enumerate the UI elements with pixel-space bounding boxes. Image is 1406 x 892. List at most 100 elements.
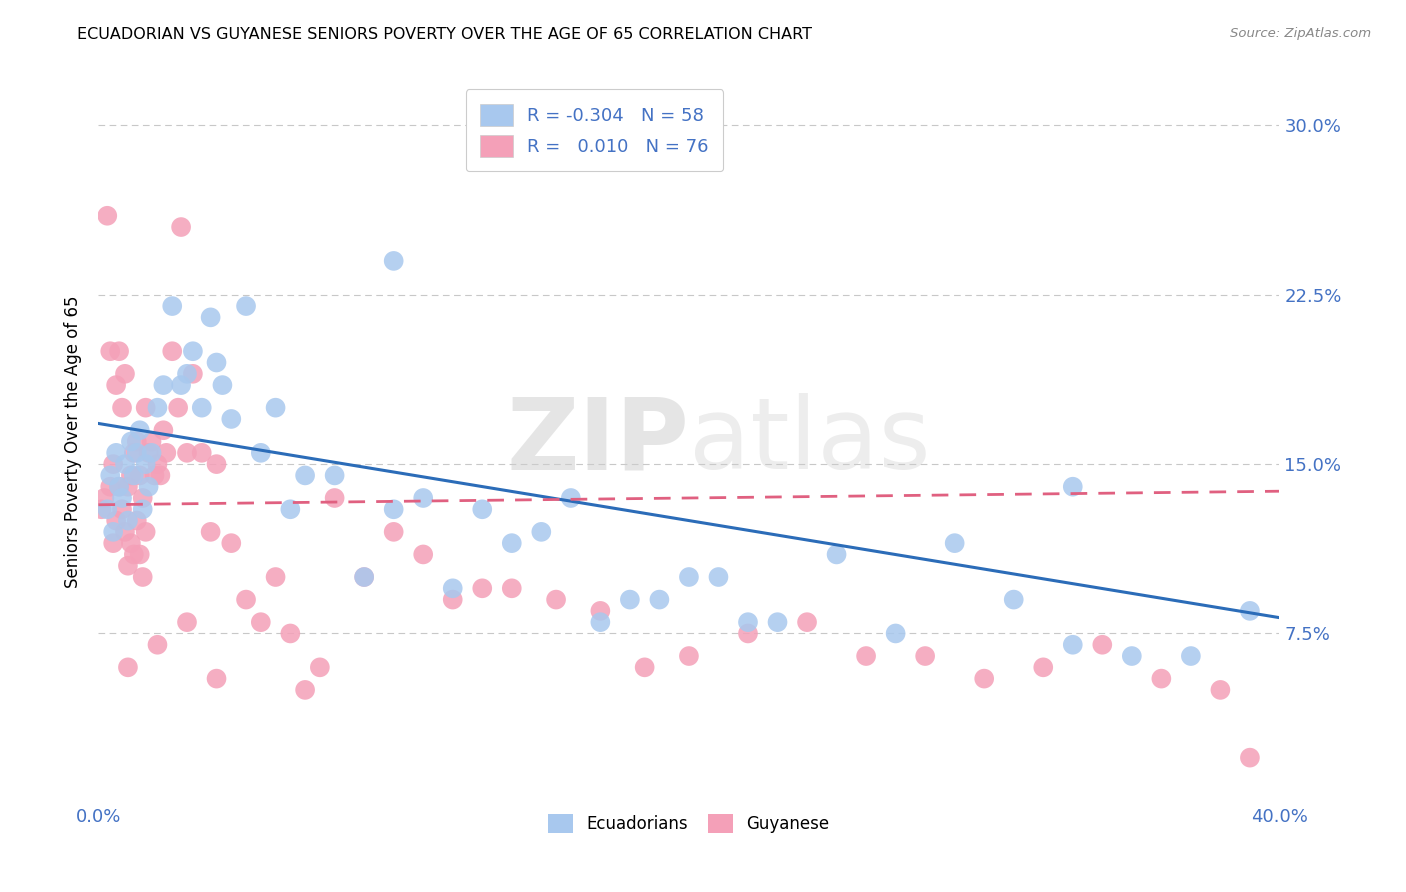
Point [914,648,936,663]
Point [152,423,174,437]
Point [546,592,568,607]
Point [128,468,150,483]
Point [200,524,222,539]
Point [211,378,233,392]
Point [200,310,222,325]
Point [111,491,134,505]
Point [796,615,818,630]
Point [1121,648,1143,663]
Point [264,570,287,584]
Point [108,480,131,494]
Point [235,592,257,607]
Point [501,582,523,596]
Point [93,491,115,505]
Point [943,536,966,550]
Point [191,446,214,460]
Point [135,457,157,471]
Point [205,672,228,686]
Point [1062,480,1084,494]
Point [501,536,523,550]
Point [678,570,700,584]
Point [191,401,214,415]
Point [1032,660,1054,674]
Point [323,491,346,505]
Point [103,536,125,550]
Point [382,502,405,516]
Point [382,253,405,268]
Point [114,457,136,471]
Point [125,434,148,449]
Point [1239,604,1261,618]
Point [530,524,553,539]
Point [441,592,464,607]
Point [132,502,155,516]
Point [353,570,375,584]
Point [737,615,759,630]
Point [167,401,190,415]
Point [103,524,125,539]
Point [117,660,139,674]
Point [678,648,700,663]
Point [162,299,183,313]
Point [235,299,257,313]
Point [135,401,157,415]
Point [589,615,612,630]
Point [132,491,155,505]
Point [105,514,128,528]
Point [412,491,434,505]
Point [884,626,907,640]
Point [128,423,150,437]
Point [181,367,204,381]
Point [205,457,228,471]
Point [1239,750,1261,764]
Point [117,480,139,494]
Point [280,626,302,640]
Point [105,378,128,392]
Point [120,468,142,483]
Point [128,548,150,562]
Point [155,446,177,460]
Point [125,446,148,460]
Point [1150,672,1173,686]
Text: Source: ZipAtlas.com: Source: ZipAtlas.com [1230,27,1371,40]
Point [250,615,273,630]
Text: atlas: atlas [689,393,931,490]
Point [152,378,174,392]
Point [323,468,346,483]
Point [108,344,131,359]
Point [441,582,464,596]
Point [264,401,287,415]
Point [181,344,204,359]
Point [176,367,198,381]
Point [1091,638,1114,652]
Point [114,367,136,381]
Point [122,468,145,483]
Point [382,524,405,539]
Point [1002,592,1025,607]
Point [1209,682,1232,697]
Point [105,446,128,460]
Point [122,446,145,460]
Point [737,626,759,640]
Point [111,502,134,516]
Point [619,592,641,607]
Point [120,434,142,449]
Point [1062,638,1084,652]
Point [973,672,995,686]
Point [98,468,121,483]
Point [96,209,118,223]
Point [170,378,193,392]
Point [138,480,160,494]
Point [125,514,148,528]
Point [146,401,169,415]
Point [149,468,172,483]
Point [560,491,582,505]
Point [146,457,169,471]
Point [96,502,118,516]
Point [111,401,134,415]
Point [103,457,125,471]
Point [117,558,139,573]
Point [98,480,121,494]
Text: ZIP: ZIP [506,393,689,490]
Point [170,220,193,235]
